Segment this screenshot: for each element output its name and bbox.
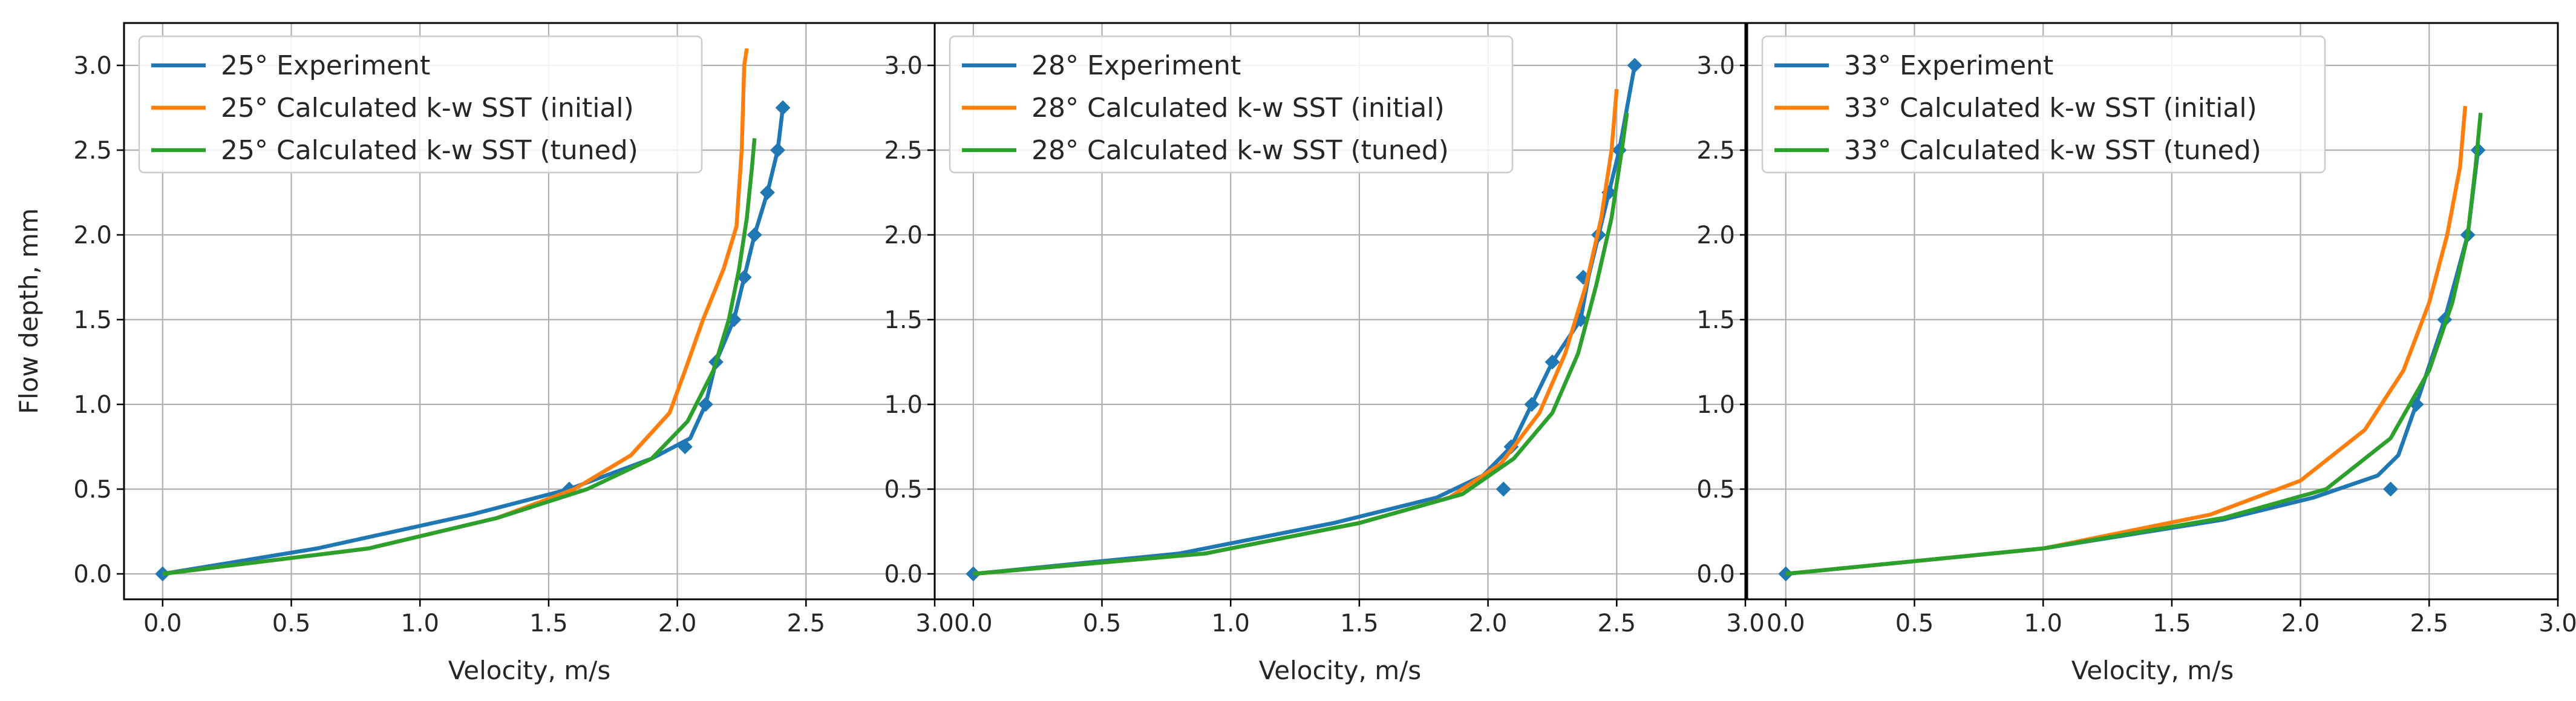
x-tick-label: 0.0 (143, 610, 182, 637)
data-point-marker (698, 397, 713, 412)
x-tick-label: 0.5 (272, 610, 311, 637)
y-tick-label: 0.5 (1696, 476, 1735, 504)
y-tick-label: 2.0 (884, 222, 923, 249)
x-tick-label: 1.5 (1340, 610, 1379, 637)
x-tick-label: 2.0 (2281, 610, 2320, 637)
data-point-marker (775, 100, 791, 116)
legend-entry: 25° Experiment (221, 50, 430, 81)
x-tick-label: 1.5 (529, 610, 568, 637)
data-point-marker (747, 227, 762, 243)
series-line-1 (973, 65, 1637, 576)
y-tick-label: 1.5 (73, 306, 112, 334)
legend-entry: 25° Calculated k-w SST (initial) (221, 93, 634, 123)
data-point-marker (1496, 481, 1511, 497)
x-axis-label: Velocity, m/s (448, 656, 610, 685)
x-tick-label: 1.5 (2153, 610, 2191, 637)
legend-box (1761, 35, 2326, 174)
data-point-marker (677, 439, 693, 455)
y-tick-label: 2.5 (1696, 137, 1735, 165)
x-tick-label: 1.0 (400, 610, 439, 637)
y-tick-label: 0.0 (73, 561, 112, 588)
x-tick-label: 2.0 (658, 610, 697, 637)
x-tick-label: 2.0 (1469, 610, 1508, 637)
legend-entry: 28° Calculated k-w SST (initial) (1031, 93, 1445, 123)
y-tick-label: 3.0 (1696, 52, 1735, 80)
series-line-3 (973, 112, 1629, 576)
legend-entry: 25° Calculated k-w SST (tuned) (221, 135, 638, 166)
x-tick-label: 3.0 (1726, 610, 1765, 637)
y-tick-label: 2.5 (73, 137, 112, 165)
chart-panel-2: 0.0 0.5 1.0 1.5 2.0 2.5 3.00.00.51.01.52.02.53… (884, 22, 1765, 685)
x-axis-label: Velocity, m/s (2071, 656, 2234, 685)
chart-panel-1: 0.0 0.5 1.0 1.5 2.0 2.5 3.0 0.0 0.5 1.0 1.5 2.0 2.5 3… (14, 22, 954, 685)
y-tick-label: 0.5 (73, 476, 112, 504)
x-tick-label: 2.5 (1597, 610, 1636, 637)
y-tick-label: 0.0 (1696, 561, 1735, 588)
x-tick-label: 0.5 (1083, 610, 1122, 637)
legend-box (949, 35, 1514, 174)
series-line-1 (1785, 150, 2480, 576)
y-tick-label: 3.0 (73, 52, 112, 80)
chart-panel-3: 0.0 0.5 1.0 1.5 2.0 2.5 3.00.00.51.01.52.02.53… (1696, 22, 2576, 685)
y-tick-label: 1.0 (884, 391, 923, 419)
series-line-3 (162, 138, 757, 576)
data-point-marker (1627, 58, 1643, 73)
y-tick-label: 2.0 (73, 222, 112, 249)
x-tick-label: 3.0 (915, 610, 954, 637)
series-line-1 (162, 107, 785, 576)
series-line-2 (1785, 105, 2468, 576)
x-tick-label: 0.5 (1895, 610, 1934, 637)
x-tick-label: 3.0 (2538, 610, 2576, 637)
legend-entry: 33° Calculated k-w SST (tuned) (1844, 135, 2261, 166)
data-point-marker (2383, 481, 2398, 497)
x-tick-label: 1.0 (1211, 610, 1250, 637)
y-axis-label: Flow depth, mm (14, 208, 44, 414)
y-tick-label: 3.0 (884, 52, 923, 80)
axes-frame (933, 22, 1747, 601)
legend-entry: 28° Calculated k-w SST (tuned) (1031, 135, 1449, 166)
y-tick-label: 0.0 (884, 561, 923, 588)
y-tick-label: 2.5 (884, 137, 923, 165)
series-line-3 (1785, 113, 2483, 576)
data-point-marker (1524, 397, 1540, 412)
x-tick-label: 2.5 (2410, 610, 2448, 637)
y-tick-label: 1.5 (1696, 306, 1735, 334)
data-point-marker (1545, 354, 1560, 370)
legend-box (138, 35, 703, 174)
legend-entry: 33° Calculated k-w SST (initial) (1844, 93, 2257, 123)
x-tick-label: 2.5 (786, 610, 825, 637)
y-tick-label: 1.0 (73, 391, 112, 419)
y-tick-label: 2.0 (1696, 222, 1735, 249)
data-point-marker (770, 142, 785, 158)
y-tick-label: 1.0 (1696, 391, 1735, 419)
data-point-marker (760, 185, 775, 200)
axes-frame (1746, 22, 2559, 601)
x-tick-label: 1.0 (2024, 610, 2062, 637)
y-tick-label: 1.5 (884, 306, 923, 334)
y-tick-label: 0.5 (884, 476, 923, 504)
x-tick-label: 0.0 (1767, 610, 1805, 637)
legend-entry: 28° Experiment (1031, 50, 1241, 81)
x-tick-label: 0.0 (954, 610, 993, 637)
legend-entry: 33° Experiment (1844, 50, 2053, 81)
x-axis-label: Velocity, m/s (1259, 656, 1421, 685)
